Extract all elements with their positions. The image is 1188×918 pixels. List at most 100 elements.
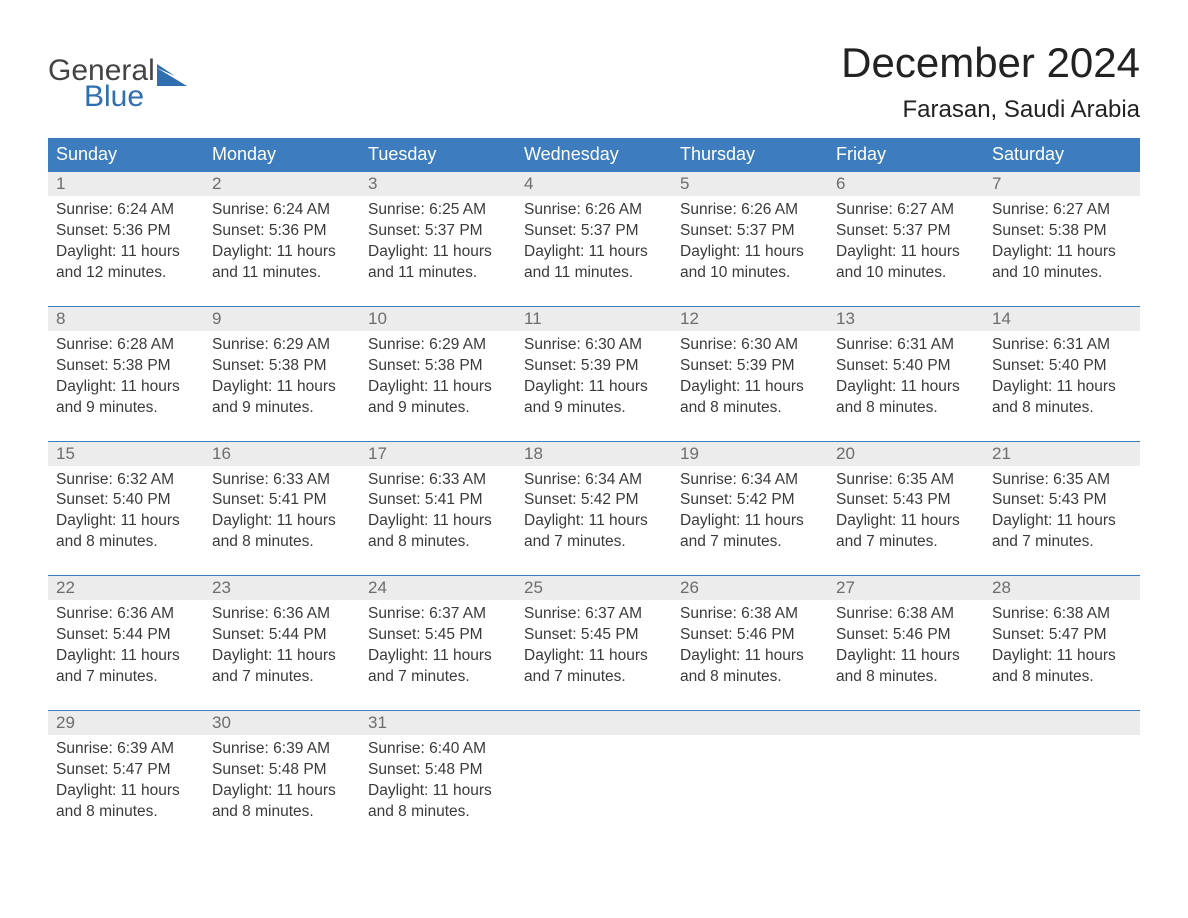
day-number: 25 <box>516 576 672 600</box>
daylight-line-1: Daylight: 11 hours <box>368 242 508 263</box>
daylight-line-1: Daylight: 11 hours <box>524 242 664 263</box>
day-number: 31 <box>360 711 516 735</box>
day-cell <box>984 735 1140 827</box>
day-number: 23 <box>204 576 360 600</box>
day-number: 15 <box>48 442 204 466</box>
day-info-row: Sunrise: 6:24 AM Sunset: 5:36 PM Dayligh… <box>48 196 1140 288</box>
brand-logo: General Blue <box>48 40 187 112</box>
day-cell: Sunrise: 6:24 AM Sunset: 5:36 PM Dayligh… <box>48 196 204 288</box>
day-cell: Sunrise: 6:27 AM Sunset: 5:38 PM Dayligh… <box>984 196 1140 288</box>
daylight-line-1: Daylight: 11 hours <box>212 646 352 667</box>
date-number-row: 8 9 10 11 12 13 14 <box>48 306 1140 331</box>
daylight-line-1: Daylight: 11 hours <box>992 511 1132 532</box>
daylight-line-1: Daylight: 11 hours <box>992 377 1132 398</box>
daylight-line-1: Daylight: 11 hours <box>992 646 1132 667</box>
sunrise-line: Sunrise: 6:36 AM <box>56 604 196 625</box>
day-number: 13 <box>828 307 984 331</box>
daylight-line-1: Daylight: 11 hours <box>524 646 664 667</box>
day-cell: Sunrise: 6:33 AM Sunset: 5:41 PM Dayligh… <box>204 466 360 558</box>
day-cell <box>516 735 672 827</box>
day-cell: Sunrise: 6:38 AM Sunset: 5:46 PM Dayligh… <box>828 600 984 692</box>
brand-text: General Blue <box>48 56 187 112</box>
day-number <box>984 711 1140 735</box>
daylight-line-1: Daylight: 11 hours <box>680 646 820 667</box>
daylight-line-1: Daylight: 11 hours <box>368 511 508 532</box>
sunrise-line: Sunrise: 6:26 AM <box>524 200 664 221</box>
daylight-line-2: and 12 minutes. <box>56 263 196 284</box>
sunset-line: Sunset: 5:38 PM <box>368 356 508 377</box>
sunrise-line: Sunrise: 6:37 AM <box>368 604 508 625</box>
weekday-header: Friday <box>828 138 984 171</box>
day-number: 18 <box>516 442 672 466</box>
daylight-line-1: Daylight: 11 hours <box>524 377 664 398</box>
day-cell: Sunrise: 6:30 AM Sunset: 5:39 PM Dayligh… <box>672 331 828 423</box>
sunset-line: Sunset: 5:39 PM <box>524 356 664 377</box>
sunrise-line: Sunrise: 6:34 AM <box>524 470 664 491</box>
daylight-line-2: and 9 minutes. <box>56 398 196 419</box>
daylight-line-2: and 7 minutes. <box>992 532 1132 553</box>
sunrise-line: Sunrise: 6:27 AM <box>992 200 1132 221</box>
weekday-header: Thursday <box>672 138 828 171</box>
sunrise-line: Sunrise: 6:24 AM <box>212 200 352 221</box>
day-info-row: Sunrise: 6:36 AM Sunset: 5:44 PM Dayligh… <box>48 600 1140 692</box>
sunset-line: Sunset: 5:40 PM <box>56 490 196 511</box>
daylight-line-1: Daylight: 11 hours <box>368 377 508 398</box>
daylight-line-2: and 11 minutes. <box>368 263 508 284</box>
day-number: 24 <box>360 576 516 600</box>
sunset-line: Sunset: 5:44 PM <box>56 625 196 646</box>
weekday-header: Wednesday <box>516 138 672 171</box>
daylight-line-1: Daylight: 11 hours <box>56 781 196 802</box>
day-cell: Sunrise: 6:31 AM Sunset: 5:40 PM Dayligh… <box>828 331 984 423</box>
sunset-line: Sunset: 5:38 PM <box>212 356 352 377</box>
daylight-line-2: and 9 minutes. <box>212 398 352 419</box>
day-cell: Sunrise: 6:39 AM Sunset: 5:48 PM Dayligh… <box>204 735 360 827</box>
day-cell <box>672 735 828 827</box>
daylight-line-1: Daylight: 11 hours <box>212 511 352 532</box>
daylight-line-2: and 11 minutes. <box>524 263 664 284</box>
sunrise-line: Sunrise: 6:32 AM <box>56 470 196 491</box>
calendar-week: 29 30 31 Sunrise: 6:39 AM Sunset: 5:47 P… <box>48 710 1140 827</box>
title-block: December 2024 Farasan, Saudi Arabia <box>841 40 1140 124</box>
date-number-row: 15 16 17 18 19 20 21 <box>48 441 1140 466</box>
daylight-line-1: Daylight: 11 hours <box>836 242 976 263</box>
daylight-line-1: Daylight: 11 hours <box>56 646 196 667</box>
sunrise-line: Sunrise: 6:31 AM <box>992 335 1132 356</box>
sunrise-line: Sunrise: 6:33 AM <box>212 470 352 491</box>
daylight-line-2: and 9 minutes. <box>524 398 664 419</box>
daylight-line-2: and 7 minutes. <box>368 667 508 688</box>
weekday-header: Sunday <box>48 138 204 171</box>
day-cell <box>828 735 984 827</box>
daylight-line-2: and 8 minutes. <box>368 532 508 553</box>
sunset-line: Sunset: 5:39 PM <box>680 356 820 377</box>
daylight-line-1: Daylight: 11 hours <box>212 242 352 263</box>
day-number: 27 <box>828 576 984 600</box>
sunset-line: Sunset: 5:43 PM <box>992 490 1132 511</box>
daylight-line-1: Daylight: 11 hours <box>524 511 664 532</box>
weekday-header-row: Sunday Monday Tuesday Wednesday Thursday… <box>48 138 1140 171</box>
day-cell: Sunrise: 6:38 AM Sunset: 5:46 PM Dayligh… <box>672 600 828 692</box>
daylight-line-2: and 7 minutes. <box>212 667 352 688</box>
daylight-line-1: Daylight: 11 hours <box>212 377 352 398</box>
sunset-line: Sunset: 5:38 PM <box>992 221 1132 242</box>
sunset-line: Sunset: 5:47 PM <box>992 625 1132 646</box>
daylight-line-2: and 8 minutes. <box>56 802 196 823</box>
sunrise-line: Sunrise: 6:40 AM <box>368 739 508 760</box>
daylight-line-2: and 11 minutes. <box>212 263 352 284</box>
day-cell: Sunrise: 6:24 AM Sunset: 5:36 PM Dayligh… <box>204 196 360 288</box>
sunset-line: Sunset: 5:45 PM <box>524 625 664 646</box>
day-number <box>516 711 672 735</box>
daylight-line-1: Daylight: 11 hours <box>680 242 820 263</box>
day-cell: Sunrise: 6:29 AM Sunset: 5:38 PM Dayligh… <box>360 331 516 423</box>
day-number: 14 <box>984 307 1140 331</box>
daylight-line-1: Daylight: 11 hours <box>836 511 976 532</box>
sunset-line: Sunset: 5:46 PM <box>680 625 820 646</box>
calendar-page: General Blue December 2024 Farasan, Saud… <box>0 0 1188 885</box>
sunrise-line: Sunrise: 6:26 AM <box>680 200 820 221</box>
daylight-line-1: Daylight: 11 hours <box>836 377 976 398</box>
day-cell: Sunrise: 6:31 AM Sunset: 5:40 PM Dayligh… <box>984 331 1140 423</box>
day-cell: Sunrise: 6:39 AM Sunset: 5:47 PM Dayligh… <box>48 735 204 827</box>
sunrise-line: Sunrise: 6:38 AM <box>680 604 820 625</box>
sunset-line: Sunset: 5:38 PM <box>56 356 196 377</box>
sunset-line: Sunset: 5:42 PM <box>524 490 664 511</box>
daylight-line-2: and 8 minutes. <box>680 398 820 419</box>
